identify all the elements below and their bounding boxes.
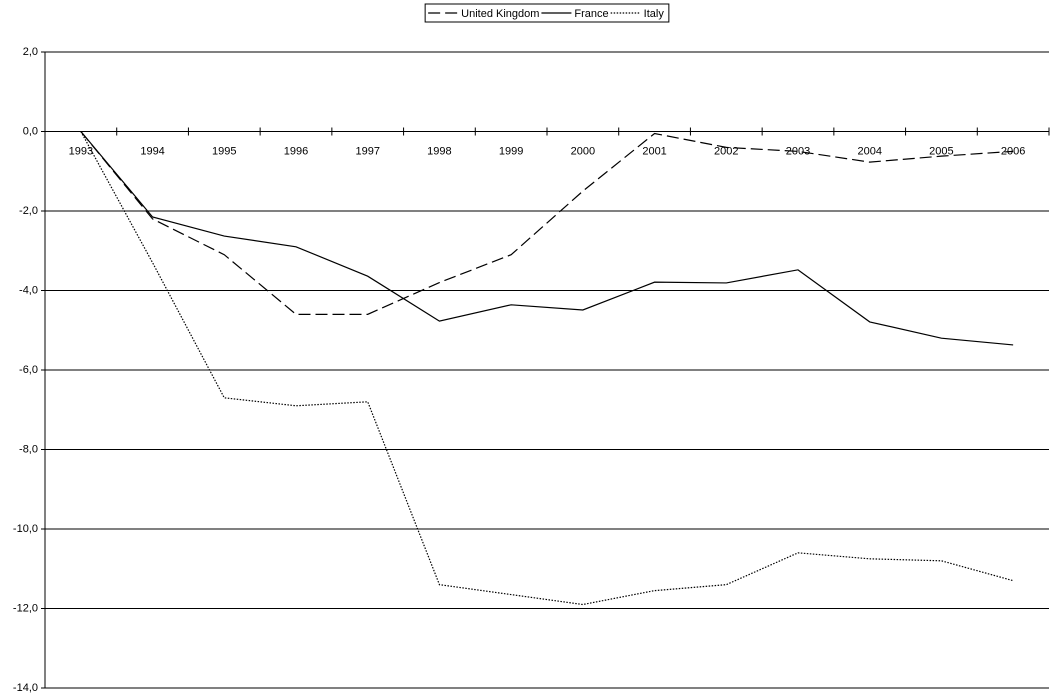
- x-tick-label: 2001: [642, 145, 666, 157]
- y-tick-label: 0,0: [23, 125, 38, 137]
- x-tick-label: 1994: [140, 145, 164, 157]
- y-tick-label: -10,0: [13, 523, 38, 535]
- series-line: [80, 131, 1014, 606]
- x-tick-label: 2002: [714, 145, 738, 157]
- series-line: [80, 131, 1014, 315]
- x-tick-label: 1999: [499, 145, 523, 157]
- series-line: [80, 131, 1014, 346]
- y-tick-label: -8,0: [19, 443, 38, 455]
- x-tick-label: 1997: [355, 145, 379, 157]
- y-tick-label: 2,0: [23, 46, 38, 58]
- x-tick-label: 2004: [857, 145, 881, 157]
- y-tick-label: -6,0: [19, 364, 38, 376]
- x-tick-label: 2003: [786, 145, 810, 157]
- x-tick-label: 1998: [427, 145, 451, 157]
- legend-label: Italy: [644, 8, 665, 20]
- y-tick-label: -14,0: [13, 682, 38, 694]
- x-tick-label: 2005: [929, 145, 953, 157]
- x-tick-label: 2000: [571, 145, 595, 157]
- y-tick-label: -12,0: [13, 602, 38, 614]
- legend-label: United Kingdom: [461, 8, 539, 20]
- x-tick-label: 1995: [212, 145, 236, 157]
- x-tick-label: 1993: [69, 145, 93, 157]
- legend-label: France: [574, 8, 608, 20]
- x-tick-label: 1996: [284, 145, 308, 157]
- y-tick-label: -2,0: [19, 205, 38, 217]
- y-tick-label: -4,0: [19, 284, 38, 296]
